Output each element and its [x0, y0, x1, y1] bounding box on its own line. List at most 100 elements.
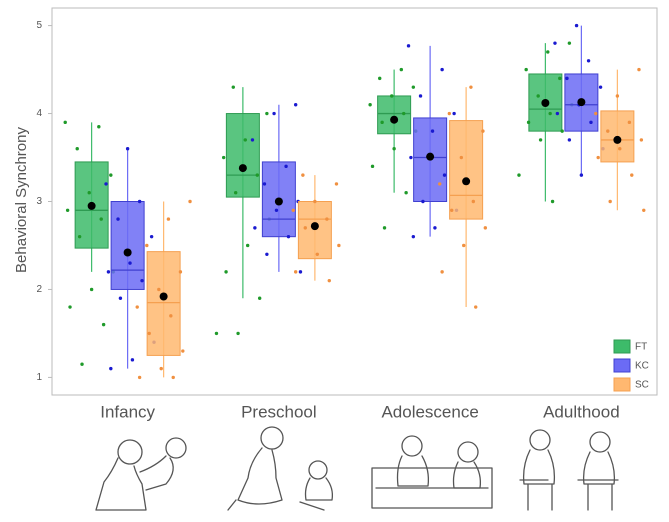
point [474, 305, 478, 309]
mean [274, 197, 283, 206]
point [438, 182, 442, 186]
point [627, 120, 632, 125]
point [390, 94, 394, 98]
point [411, 234, 416, 239]
point [404, 191, 408, 195]
point [243, 138, 247, 142]
point [406, 44, 411, 48]
point [471, 199, 476, 204]
mean [123, 248, 132, 257]
point [118, 296, 123, 300]
legend-swatch [613, 339, 631, 354]
point [483, 226, 488, 230]
box [110, 201, 145, 290]
point [101, 322, 106, 327]
x-tick-label: Preschool [241, 402, 317, 421]
point [421, 199, 425, 204]
point [418, 94, 423, 98]
point [594, 111, 598, 116]
point [538, 138, 543, 142]
point [293, 103, 298, 107]
point [137, 375, 142, 380]
point [104, 182, 108, 186]
mean [577, 98, 586, 107]
point [75, 147, 79, 151]
mean [613, 135, 622, 144]
box [146, 251, 181, 356]
point [548, 111, 552, 116]
point [615, 94, 620, 98]
point [303, 226, 307, 230]
point [526, 120, 531, 125]
point [250, 138, 255, 142]
point [99, 217, 103, 221]
point [77, 234, 82, 239]
point [106, 270, 111, 274]
point [368, 103, 372, 107]
legend-swatch [613, 377, 631, 392]
point [80, 362, 84, 366]
point [97, 125, 101, 129]
point [284, 164, 288, 169]
y-tick-label: 5 [36, 20, 42, 31]
point [125, 147, 130, 151]
point [130, 358, 135, 362]
point [524, 67, 528, 72]
point [147, 331, 151, 336]
point [109, 366, 113, 371]
point [459, 155, 464, 160]
point [639, 138, 644, 142]
point [565, 76, 569, 81]
point [116, 217, 120, 221]
y-tick-label: 2 [36, 284, 42, 295]
point [574, 23, 579, 28]
point [253, 226, 257, 230]
point [89, 287, 94, 292]
point [255, 173, 259, 177]
point [402, 111, 406, 116]
point [169, 314, 173, 318]
y-tick-label: 4 [36, 108, 42, 119]
point [567, 138, 572, 142]
point [399, 67, 404, 72]
point [440, 67, 444, 72]
point [642, 208, 646, 212]
point [109, 173, 113, 177]
point [452, 111, 456, 116]
point [447, 111, 452, 116]
point [536, 94, 540, 98]
mean [87, 201, 96, 210]
point [274, 208, 279, 212]
point [380, 120, 384, 125]
point [262, 182, 267, 186]
y-tick-label: 3 [36, 196, 42, 207]
point [392, 147, 396, 151]
point [166, 217, 171, 221]
point [231, 85, 235, 89]
point [149, 234, 154, 239]
mean [462, 177, 471, 186]
y-axis-label: Behavioral Synchrony [13, 127, 30, 273]
point [63, 120, 67, 125]
point [596, 155, 600, 160]
point [298, 270, 303, 274]
point [462, 243, 466, 248]
illustrations [95, 426, 619, 511]
point [291, 208, 295, 212]
point [430, 129, 435, 133]
point [181, 349, 185, 353]
point [550, 199, 555, 204]
point [409, 155, 413, 160]
point [236, 331, 240, 336]
point [272, 111, 276, 116]
point [313, 199, 317, 204]
point [327, 278, 331, 283]
point [245, 243, 250, 248]
point [382, 226, 387, 230]
y-tick-label: 1 [36, 372, 42, 383]
point [301, 173, 305, 177]
legend-label: FT [635, 342, 647, 353]
point [579, 173, 584, 177]
legend-label: KC [635, 361, 649, 372]
